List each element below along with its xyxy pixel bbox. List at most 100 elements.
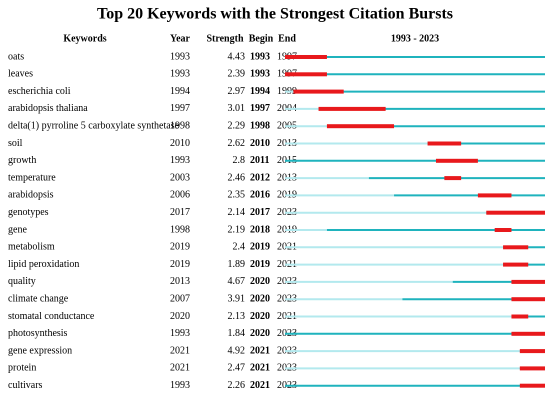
begin: 1993	[250, 69, 270, 80]
strength: 2.8	[233, 155, 246, 166]
keyword: metabolism	[8, 242, 55, 253]
begin: 2018	[250, 224, 270, 235]
year: 2003	[170, 172, 190, 183]
year: 2007	[170, 293, 190, 304]
burst-bar	[285, 72, 327, 77]
begin: 2021	[250, 345, 270, 356]
keyword: climate change	[8, 293, 69, 304]
year: 1993	[170, 328, 190, 339]
begin: 2012	[250, 172, 270, 183]
keyword: delta(1) pyrroline 5 carboxylate synthet…	[8, 120, 180, 131]
strength: 1.89	[228, 259, 246, 270]
burst-bar	[494, 228, 512, 232]
burst-bar	[427, 141, 462, 146]
begin: 2019	[250, 259, 270, 270]
begin: 1997	[250, 103, 270, 114]
year: 1998	[170, 224, 190, 235]
keyword: escherichia coli	[8, 86, 71, 97]
burst-bar	[511, 279, 545, 284]
strength: 2.47	[228, 363, 246, 374]
chart-title: Top 20 Keywords with the Strongest Citat…	[97, 6, 453, 23]
begin: 2020	[250, 328, 270, 339]
burst-bar	[511, 331, 545, 336]
strength: 1.84	[228, 328, 246, 339]
header-timeline: 1993 - 2023	[391, 33, 439, 44]
keyword: arabidopsis thaliana	[8, 103, 88, 114]
burst-bar	[503, 245, 529, 250]
begin: 2021	[250, 380, 270, 391]
keyword: lipid peroxidation	[8, 259, 79, 270]
burst-bar	[503, 262, 529, 267]
header-year: Year	[170, 33, 191, 44]
strength: 3.01	[228, 103, 246, 114]
strength: 3.91	[228, 293, 246, 304]
year: 2019	[170, 259, 190, 270]
burst-bar	[435, 158, 478, 163]
begin: 1993	[250, 51, 270, 62]
begin: 2020	[250, 311, 270, 322]
keyword: protein	[8, 363, 36, 374]
year: 1994	[170, 86, 190, 97]
burst-bar	[326, 124, 395, 129]
keyword: stomatal conductance	[8, 311, 95, 322]
header-strength: Strength	[206, 33, 243, 44]
strength: 2.39	[228, 69, 246, 80]
begin: 2016	[250, 190, 270, 201]
year: 1998	[170, 120, 190, 131]
burst-bar	[318, 106, 386, 111]
strength: 2.26	[228, 380, 246, 391]
strength: 2.97	[228, 86, 246, 97]
strength: 2.29	[228, 120, 246, 131]
begin: 2020	[250, 293, 270, 304]
strength: 2.19	[228, 224, 246, 235]
strength: 2.35	[228, 190, 246, 201]
strength: 4.67	[228, 276, 246, 287]
keyword: photosynthesis	[8, 328, 68, 339]
burst-bar	[293, 89, 344, 94]
strength: 2.4	[233, 242, 246, 253]
begin: 1998	[250, 120, 270, 131]
begin: 2021	[250, 363, 270, 374]
begin: 2017	[250, 207, 270, 218]
burst-bar	[519, 366, 545, 371]
keyword: oats	[8, 51, 24, 62]
burst-bar	[519, 383, 545, 388]
keyword: genotypes	[8, 207, 49, 218]
burst-bar	[511, 297, 545, 302]
year: 2010	[170, 138, 190, 149]
year: 2020	[170, 311, 190, 322]
year: 2019	[170, 242, 190, 253]
burst-bar	[444, 176, 462, 181]
year: 2013	[170, 276, 190, 287]
burst-bar	[511, 314, 529, 319]
burst-bar	[519, 349, 545, 354]
begin: 2011	[250, 155, 269, 166]
header-end: End	[278, 33, 296, 44]
year: 1993	[170, 69, 190, 80]
keyword: quality	[8, 276, 36, 287]
header-begin: Begin	[249, 33, 274, 44]
keyword: gene	[8, 224, 27, 235]
keyword: leaves	[8, 69, 33, 80]
strength: 2.46	[228, 172, 246, 183]
year: 2021	[170, 363, 190, 374]
burst-bar	[486, 210, 545, 215]
begin: 2020	[250, 276, 270, 287]
year: 1997	[170, 103, 190, 114]
strength: 4.43	[228, 51, 246, 62]
burst-bar	[477, 193, 512, 198]
keyword: growth	[8, 155, 36, 166]
begin: 2010	[250, 138, 270, 149]
strength: 2.13	[228, 311, 246, 322]
year: 2017	[170, 207, 190, 218]
strength: 4.92	[228, 345, 246, 356]
strength: 2.14	[228, 207, 246, 218]
year: 1993	[170, 380, 190, 391]
keyword: arabidopsis	[8, 190, 54, 201]
year: 2006	[170, 190, 190, 201]
year: 1993	[170, 51, 190, 62]
year: 2021	[170, 345, 190, 356]
begin: 2019	[250, 242, 270, 253]
